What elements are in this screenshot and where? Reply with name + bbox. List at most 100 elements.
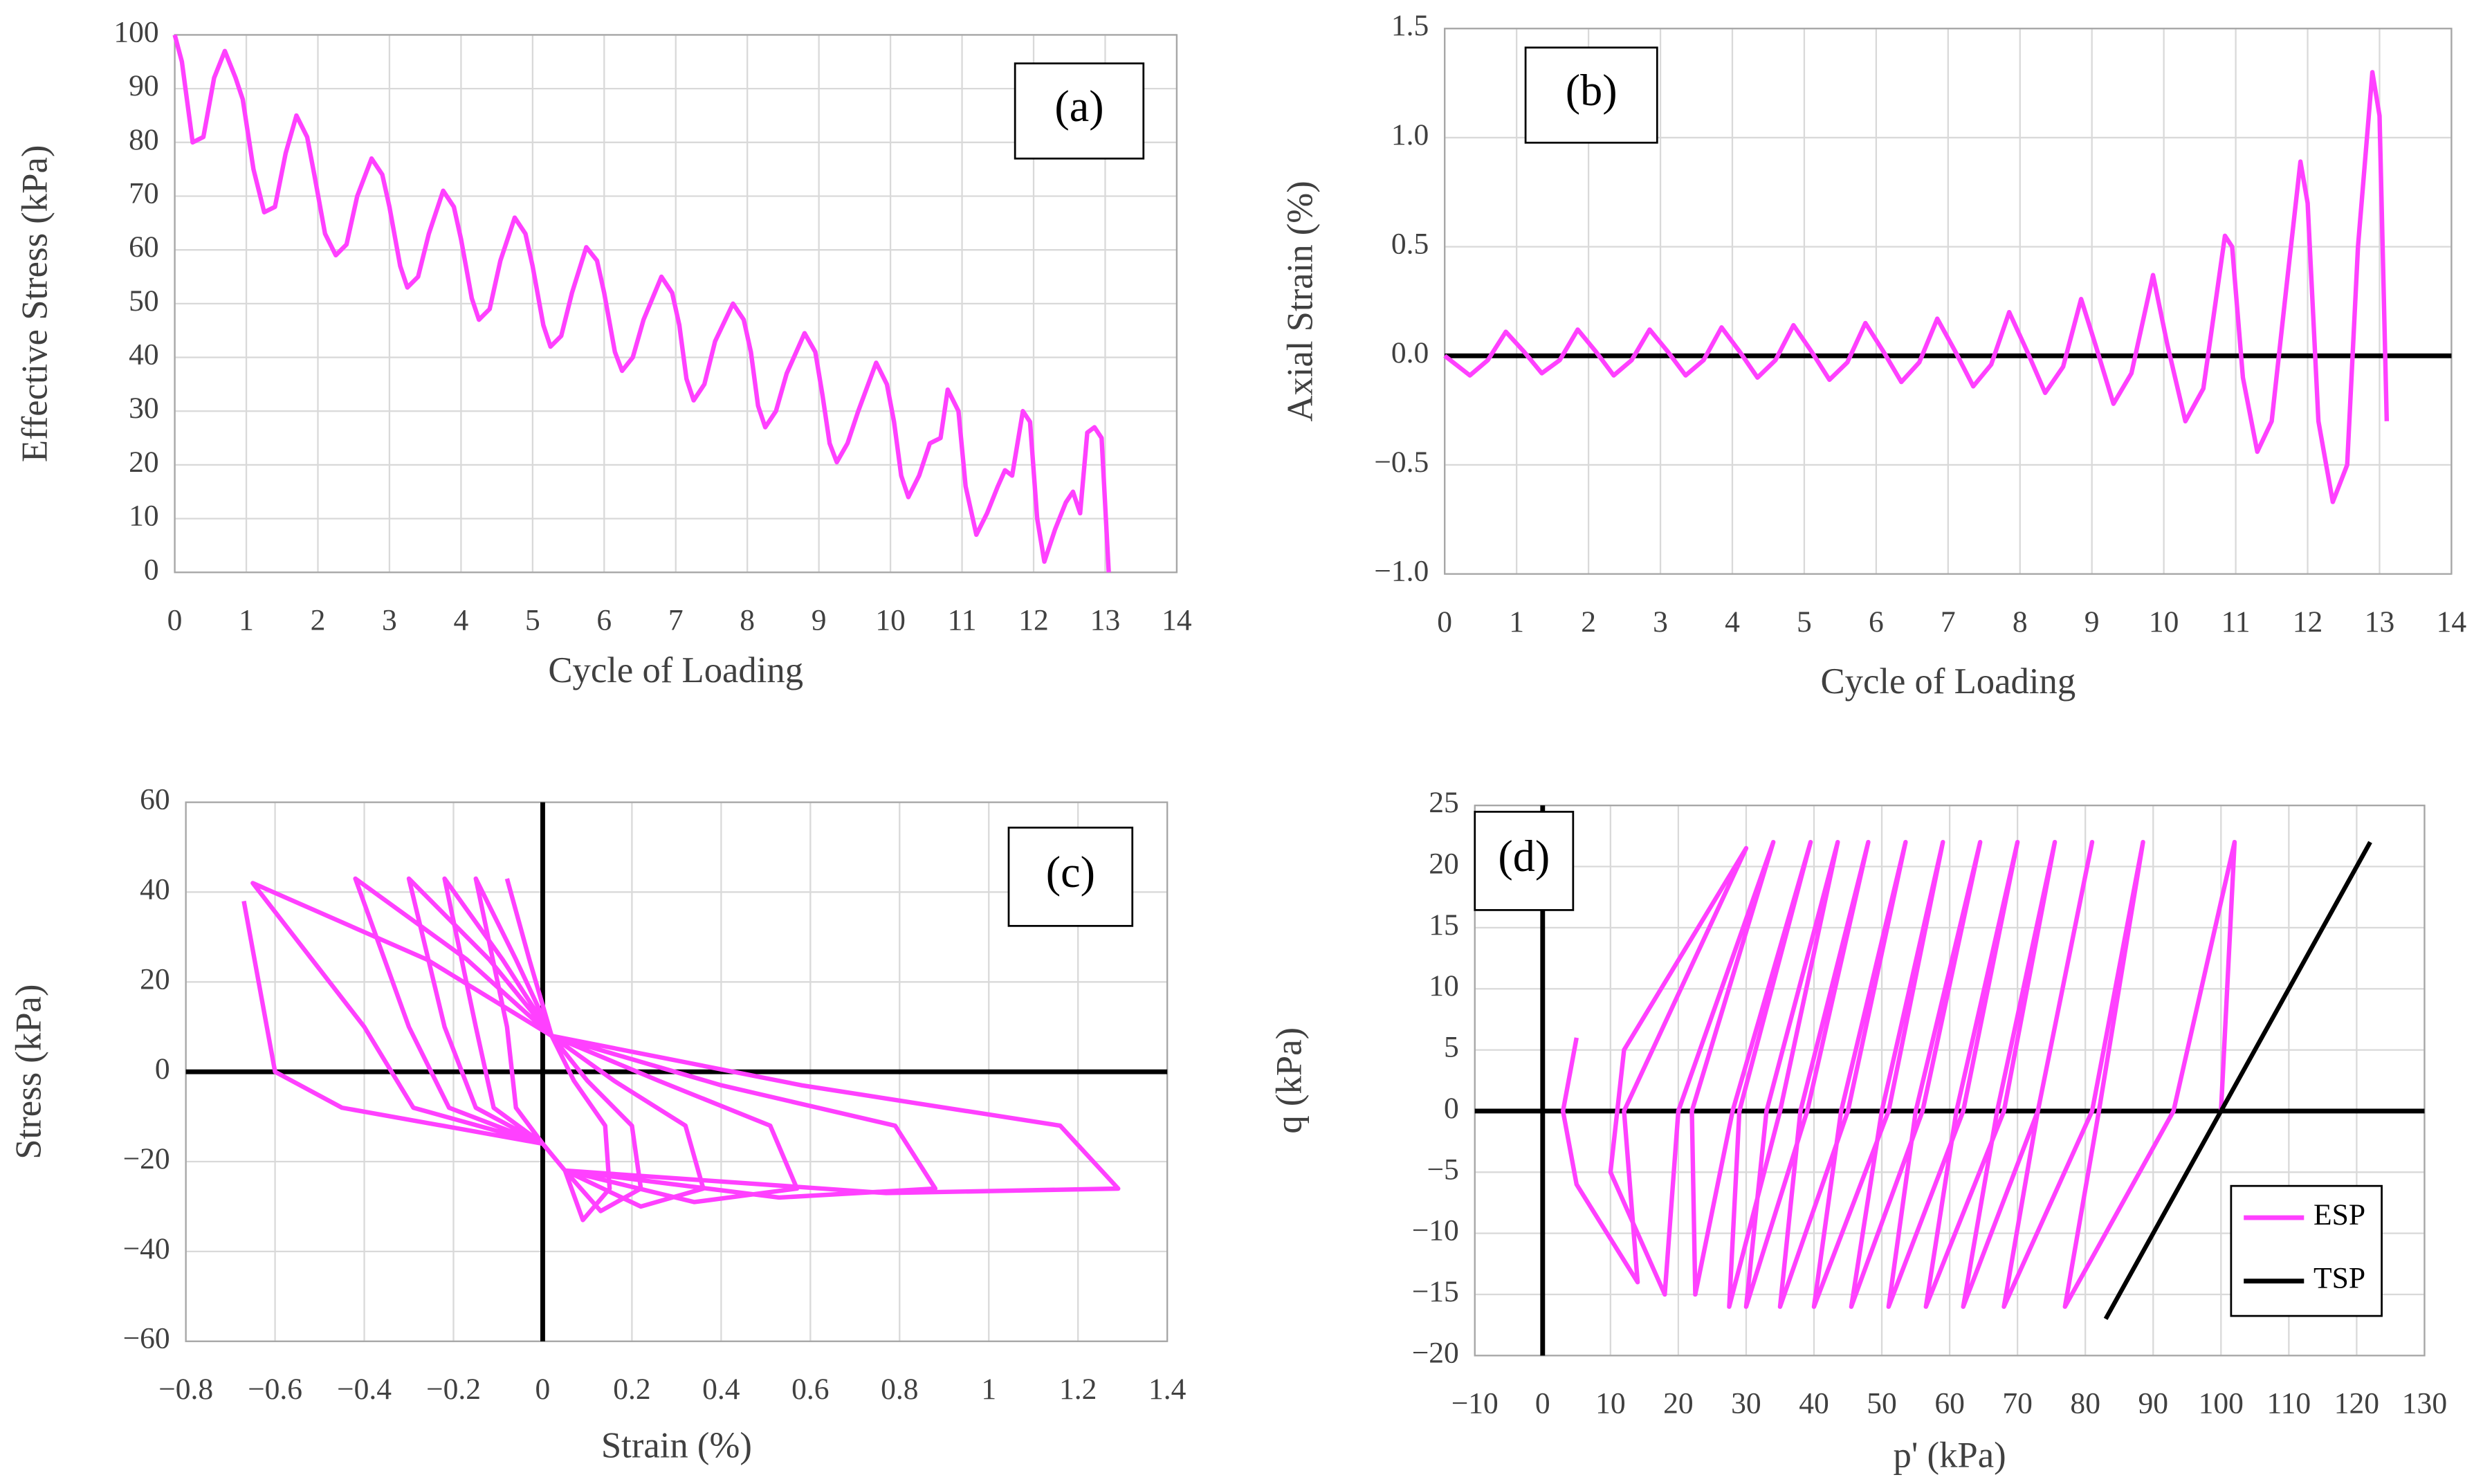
x-tick-label: 120 bbox=[2334, 1387, 2379, 1420]
x-tick-label: −0.4 bbox=[337, 1373, 392, 1406]
data-line bbox=[2103, 841, 2372, 1320]
x-tick-label: −0.2 bbox=[426, 1373, 481, 1406]
x-tick-label: 7 bbox=[1941, 605, 1956, 639]
x-tick-label: 130 bbox=[2402, 1387, 2447, 1420]
y-tick-label: 0.5 bbox=[1391, 228, 1429, 261]
y-tick-label: 1.5 bbox=[1391, 9, 1429, 42]
legend-label: ESP bbox=[2313, 1198, 2365, 1231]
y-tick-label: 70 bbox=[129, 176, 159, 210]
x-tick-label: 10 bbox=[1595, 1387, 1626, 1420]
y-tick-label: 25 bbox=[1429, 786, 1459, 819]
x-tick-label: 1.2 bbox=[1059, 1373, 1097, 1406]
y-tick-label: −5 bbox=[1427, 1153, 1459, 1186]
plot-border bbox=[1444, 28, 2453, 575]
x-tick-label: 0 bbox=[1535, 1387, 1550, 1420]
x-axis-title: Cycle of Loading bbox=[548, 650, 803, 690]
y-tick-label: 10 bbox=[129, 500, 159, 533]
x-tick-label: 9 bbox=[2084, 605, 2100, 639]
x-tick-label: 3 bbox=[1653, 605, 1668, 639]
x-tick-label: 110 bbox=[2267, 1387, 2311, 1420]
x-tick-label: 50 bbox=[1867, 1387, 1897, 1420]
x-tick-label: 0 bbox=[1437, 605, 1452, 639]
y-tick-label: −0.5 bbox=[1374, 446, 1429, 479]
x-tick-label: 13 bbox=[1090, 604, 1121, 637]
x-tick-label: 1 bbox=[981, 1373, 996, 1406]
y-tick-label: 10 bbox=[1429, 969, 1459, 1002]
x-tick-label: 0.4 bbox=[702, 1373, 740, 1406]
plot-border bbox=[1474, 805, 2426, 1357]
y-tick-label: 0 bbox=[1444, 1092, 1459, 1125]
y-tick-label: 50 bbox=[129, 284, 159, 318]
x-tick-label: 60 bbox=[1934, 1387, 1965, 1420]
x-tick-label: 8 bbox=[2013, 605, 2028, 639]
x-tick-label: 12 bbox=[2293, 605, 2323, 639]
x-tick-label: 10 bbox=[2149, 605, 2179, 639]
legend-box bbox=[2230, 1184, 2383, 1317]
y-tick-label: 90 bbox=[129, 69, 159, 102]
y-tick-label: −1.0 bbox=[1374, 555, 1429, 588]
annotation-box bbox=[1524, 46, 1658, 144]
x-tick-label: 1 bbox=[239, 604, 254, 637]
x-tick-label: 90 bbox=[2138, 1387, 2168, 1420]
y-tick-label: 80 bbox=[129, 123, 159, 156]
y-tick-label: 20 bbox=[1429, 848, 1459, 881]
x-tick-label: 3 bbox=[382, 604, 397, 637]
annotation: (d) bbox=[1498, 832, 1550, 881]
y-tick-label: −20 bbox=[123, 1142, 170, 1175]
x-tick-label: 10 bbox=[875, 604, 906, 637]
y-tick-label: 0 bbox=[155, 1052, 170, 1085]
x-tick-label: 100 bbox=[2199, 1387, 2244, 1420]
y-tick-label: 60 bbox=[140, 783, 170, 816]
x-tick-label: 70 bbox=[2002, 1387, 2033, 1420]
y-tick-label: −15 bbox=[1412, 1275, 1459, 1308]
plot-border bbox=[174, 34, 1178, 574]
annotation: (c) bbox=[1046, 848, 1095, 897]
x-tick-label: 2 bbox=[311, 604, 326, 637]
x-tick-label: −0.8 bbox=[158, 1373, 213, 1406]
x-tick-label: 20 bbox=[1663, 1387, 1694, 1420]
y-tick-label: −10 bbox=[1412, 1214, 1459, 1247]
annotation-box bbox=[1474, 810, 1575, 911]
y-tick-label: 0.0 bbox=[1391, 336, 1429, 369]
y-axis-title: Stress (kPa) bbox=[8, 984, 48, 1160]
data-line bbox=[172, 34, 1111, 573]
x-tick-label: −10 bbox=[1451, 1387, 1499, 1420]
x-tick-label: 30 bbox=[1731, 1387, 1761, 1420]
y-tick-label: 20 bbox=[140, 962, 170, 996]
x-tick-label: 13 bbox=[2365, 605, 2395, 639]
y-tick-label: 30 bbox=[129, 392, 159, 425]
x-tick-label: 0 bbox=[535, 1373, 551, 1406]
x-tick-label: 12 bbox=[1018, 604, 1049, 637]
annotation: (a) bbox=[1054, 82, 1103, 131]
data-line bbox=[1443, 70, 2390, 504]
annotation-box bbox=[1014, 62, 1145, 160]
x-tick-label: 2 bbox=[1581, 605, 1596, 639]
y-tick-label: 0 bbox=[144, 553, 159, 586]
x-tick-label: 4 bbox=[454, 604, 469, 637]
data-line bbox=[1561, 839, 2237, 1309]
x-tick-label: 40 bbox=[1799, 1387, 1829, 1420]
x-tick-label: 11 bbox=[948, 604, 977, 637]
x-tick-label: 5 bbox=[1797, 605, 1812, 639]
y-tick-label: 60 bbox=[129, 230, 159, 264]
y-tick-label: 5 bbox=[1444, 1031, 1459, 1064]
x-tick-label: 1 bbox=[1509, 605, 1524, 639]
x-tick-label: 14 bbox=[2437, 605, 2467, 639]
y-tick-label: −40 bbox=[123, 1232, 170, 1265]
x-tick-label: 11 bbox=[2221, 605, 2251, 639]
x-tick-label: 6 bbox=[1869, 605, 1884, 639]
x-tick-label: 7 bbox=[668, 604, 684, 637]
y-tick-label: −60 bbox=[123, 1322, 170, 1355]
x-tick-label: 1.4 bbox=[1148, 1373, 1186, 1406]
x-tick-label: −0.6 bbox=[248, 1373, 302, 1406]
y-tick-label: 15 bbox=[1429, 908, 1459, 942]
x-tick-label: 0.6 bbox=[791, 1373, 829, 1406]
y-tick-label: 40 bbox=[140, 872, 170, 906]
x-tick-label: 80 bbox=[2070, 1387, 2100, 1420]
y-tick-label: 1.0 bbox=[1391, 118, 1429, 152]
y-tick-label: −20 bbox=[1412, 1336, 1459, 1369]
y-tick-label: 20 bbox=[129, 446, 159, 479]
x-tick-label: 0.8 bbox=[881, 1373, 918, 1406]
legend-label: TSP bbox=[2313, 1262, 2365, 1295]
